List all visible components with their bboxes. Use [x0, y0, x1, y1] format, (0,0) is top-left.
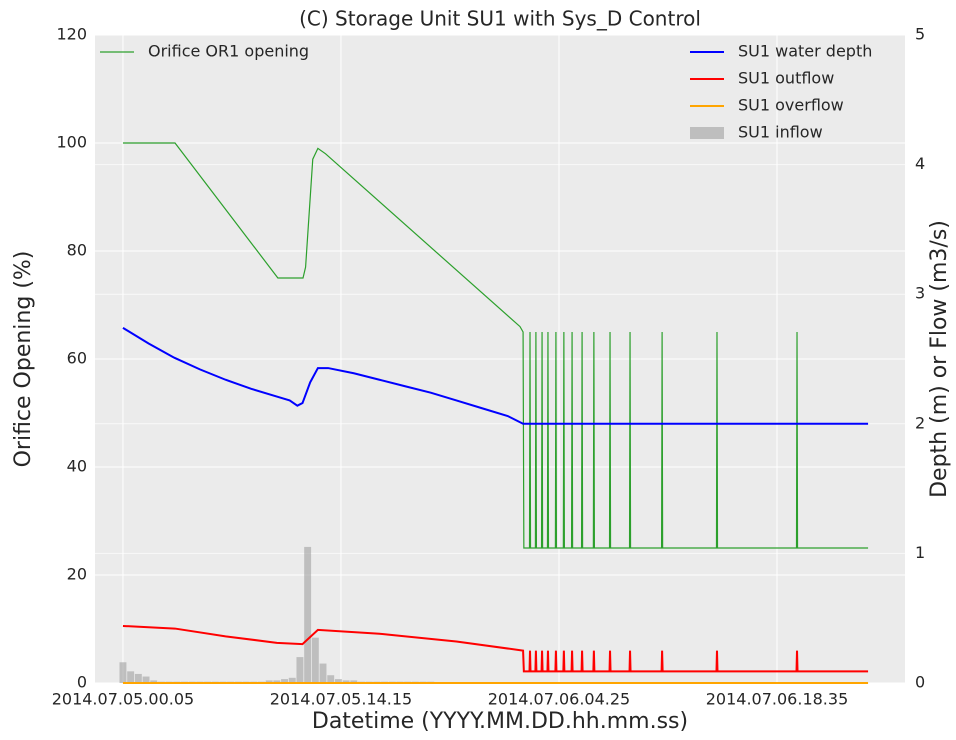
- y-tick-label: 40: [67, 457, 87, 476]
- legend-label: SU1 inflow: [738, 123, 823, 142]
- x-tick-label: 2014.07.06.18.35: [706, 690, 849, 709]
- x-axis-label: Datetime (YYYY.MM.DD.hh.mm.ss): [312, 709, 688, 734]
- inflow-bar: [319, 663, 327, 683]
- inflow-bar: [150, 680, 158, 683]
- x-tick-label: 2014.07.06.04.25: [488, 690, 631, 709]
- y2-tick-label: 5: [915, 25, 925, 44]
- marks: [119, 142, 869, 684]
- legend-label: SU1 outflow: [738, 69, 834, 88]
- inflow-bar: [334, 679, 342, 683]
- inflow-bar: [296, 657, 304, 683]
- y2-tick-label: 3: [915, 284, 925, 303]
- y2-tick-label: 1: [915, 543, 925, 562]
- legend-swatch: [690, 127, 724, 139]
- inflow-bar: [142, 676, 150, 683]
- inflow-bar: [134, 673, 142, 683]
- inflow-bar: [342, 680, 350, 683]
- y-tick-label: 60: [67, 349, 87, 368]
- legend: Orifice OR1 opening SU1 water depth SU1 ou…: [100, 42, 872, 142]
- y-tick-label: 120: [56, 25, 87, 44]
- y-tick-label: 20: [67, 565, 87, 584]
- y2-tick-label: 0: [915, 673, 925, 692]
- y-tick-label: 80: [67, 241, 87, 260]
- series-line: [122, 624, 869, 673]
- y-tick-label: 0: [77, 673, 87, 692]
- inflow-bar: [127, 671, 135, 683]
- inflow-bar: [327, 675, 335, 683]
- inflow-bar: [311, 637, 319, 683]
- inflow-bar: [119, 662, 127, 683]
- inflow-bar: [304, 546, 312, 683]
- x-tick-label: 2014.07.05.00.05: [52, 690, 195, 709]
- inflow-bar: [273, 680, 281, 683]
- x-tick-label: 2014.07.05.14.15: [270, 690, 413, 709]
- legend-label: SU1 overflow: [738, 96, 844, 115]
- series-line: [122, 327, 869, 425]
- inflow-bar: [288, 677, 296, 683]
- legend-label: Orifice OR1 opening: [148, 42, 309, 61]
- y-tick-label: 100: [56, 133, 87, 152]
- legend-label: SU1 water depth: [738, 42, 872, 61]
- inflow-bar: [350, 680, 358, 683]
- y2-tick-label: 2: [915, 413, 925, 432]
- grid: [95, 34, 905, 684]
- inflow-bar: [281, 679, 289, 683]
- y2-axis-label: Depth (m) or Flow (m3/s): [927, 220, 952, 498]
- series-line: [122, 142, 869, 549]
- inflow-bar: [265, 680, 273, 683]
- y2-tick-label: 4: [915, 154, 925, 173]
- y-axis-label: Orifice Opening (%): [11, 251, 36, 468]
- chart-title: (C) Storage Unit SU1 with Sys_D Control: [299, 7, 701, 31]
